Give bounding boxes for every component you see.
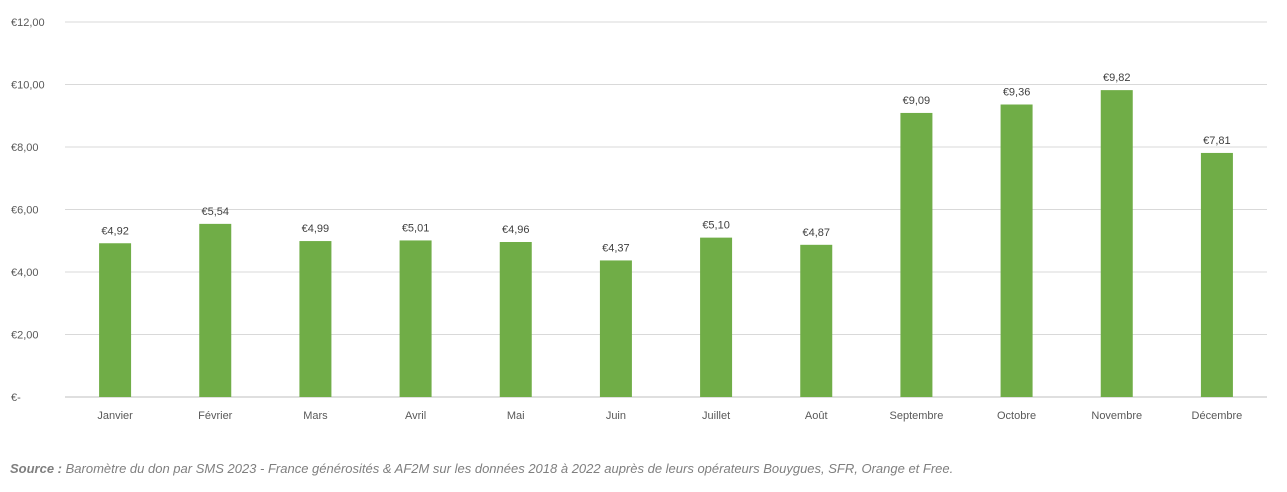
x-tick-label: Février [198,410,233,422]
data-label: €4,87 [802,227,830,239]
data-label: €5,54 [201,206,229,218]
bar [299,241,332,397]
bar [1000,104,1033,397]
y-tick-label: €4,00 [11,267,39,279]
x-tick-label: Mai [507,410,525,422]
bar [99,243,132,397]
x-tick-label: Novembre [1091,410,1142,422]
bar [199,223,232,397]
x-tick-label: Septembre [890,410,944,422]
source-note: Source : Baromètre du don par SMS 2023 -… [10,461,953,476]
x-tick-label: Juin [606,410,626,422]
data-label: €9,82 [1103,72,1131,84]
data-label: €4,92 [101,225,129,237]
x-tick-label: Décembre [1192,410,1243,422]
x-tick-label: Avril [405,410,426,422]
bar [399,240,432,397]
data-label: €9,09 [903,95,931,107]
data-label: €5,10 [702,220,730,232]
data-label: €7,81 [1203,135,1231,147]
x-tick-label: Janvier [97,410,133,422]
y-tick-label: €6,00 [11,205,39,217]
bar [599,260,632,397]
source-label: Source : [10,461,63,476]
bar [700,237,733,397]
x-tick-label: Octobre [997,410,1036,422]
x-tick-label: Juillet [702,410,730,422]
y-tick-label: €- [11,392,21,404]
y-tick-label: €12,00 [11,17,45,29]
x-tick-label: Mars [303,410,328,422]
source-text: Baromètre du don par SMS 2023 - France g… [62,461,954,476]
bar [1100,90,1133,397]
y-tick-label: €8,00 [11,142,39,154]
data-label: €4,99 [302,223,330,235]
x-tick-label: Août [805,410,828,422]
bar [900,112,933,397]
data-label: €4,96 [502,224,530,236]
y-tick-label: €10,00 [11,80,45,92]
bar-chart: €- €2,00 €4,00 €6,00 €8,00 €10,00 €12,00 €4,92 J… [11,17,1267,422]
y-tick-label: €2,00 [11,330,39,342]
bar [800,244,833,397]
bar [1200,152,1233,397]
data-label: €5,01 [402,222,430,234]
data-label: €4,37 [602,242,630,254]
bar [499,242,532,397]
data-label: €9,36 [1003,87,1031,99]
